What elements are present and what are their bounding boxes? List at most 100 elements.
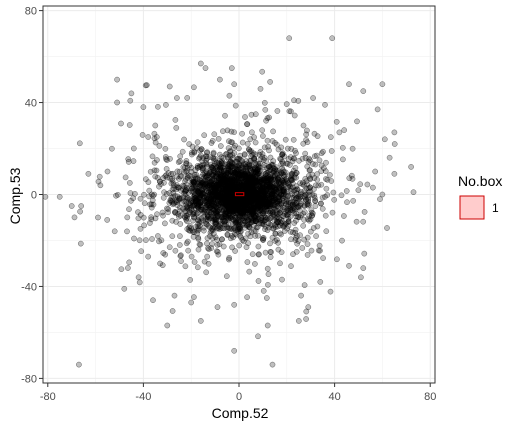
scatter-point <box>104 217 111 223</box>
scatter-point <box>267 154 274 161</box>
scatter-point <box>208 227 215 234</box>
scatter-point <box>211 187 218 194</box>
scatter-point <box>118 120 124 127</box>
scatter-point <box>340 156 346 163</box>
scatter-point <box>145 134 152 140</box>
scatter-point <box>248 111 255 118</box>
scatter-point <box>295 203 301 210</box>
scatter-point <box>141 200 148 207</box>
scatter-point <box>290 251 296 258</box>
scatter-point <box>188 299 195 306</box>
scatter-point <box>333 118 340 125</box>
scatter-point <box>183 158 190 164</box>
scatter-point <box>304 234 311 241</box>
scatter-point <box>96 173 103 180</box>
scatter-point <box>313 233 319 239</box>
scatter-point <box>260 133 266 139</box>
scatter-point <box>226 255 233 261</box>
scatter-point <box>291 97 297 104</box>
scatter-point <box>195 236 202 242</box>
scatter-point <box>179 148 186 155</box>
scatter-point <box>234 156 240 162</box>
scatter-point <box>298 212 304 219</box>
scatter-point <box>211 131 218 138</box>
scatter-point <box>379 81 386 88</box>
scatter-point <box>264 265 271 272</box>
scatter-point <box>202 65 209 71</box>
scatter-point <box>219 236 225 243</box>
scatter-point <box>329 35 336 42</box>
scatter-point <box>291 112 298 119</box>
scatter-point <box>255 251 262 258</box>
scatter-point <box>142 176 149 183</box>
scatter-point <box>287 175 294 182</box>
scatter-point <box>288 171 295 177</box>
scatter-point <box>197 318 204 324</box>
scatter-point <box>268 249 274 255</box>
scatter-point <box>285 218 292 225</box>
scatter-point <box>299 245 306 251</box>
scatter-point <box>247 207 253 214</box>
scatter-point <box>279 158 286 165</box>
scatter-point <box>302 175 309 182</box>
scatter-point <box>231 81 238 88</box>
scatter-point <box>322 212 329 219</box>
scatter-point <box>214 242 221 248</box>
scatter-point <box>228 65 235 71</box>
scatter-point <box>269 138 276 144</box>
scatter-point <box>198 146 205 152</box>
scatter-point <box>118 266 125 273</box>
scatter-point <box>273 141 280 148</box>
scatter-point <box>360 218 367 225</box>
scatter-point <box>169 199 176 206</box>
scatter-point <box>296 157 302 164</box>
x-tick-label: 80 <box>424 391 436 403</box>
scatter-point <box>254 198 261 205</box>
scatter-point <box>160 194 167 201</box>
scatter-point <box>327 288 334 295</box>
scatter-point <box>211 193 217 200</box>
scatter-point <box>245 146 252 153</box>
scatter-point <box>279 276 285 283</box>
scatter-point <box>244 140 251 147</box>
scatter-point <box>261 192 267 199</box>
scatter-point <box>109 145 115 152</box>
scatter-point <box>210 178 217 184</box>
scatter-point <box>330 189 337 196</box>
scatter-point <box>360 88 367 94</box>
scatter-point <box>191 294 197 300</box>
scatter-point <box>163 156 169 162</box>
scatter-point <box>85 170 92 177</box>
scatter-point <box>316 242 323 249</box>
scatter-point <box>126 122 133 128</box>
data-points <box>42 35 417 368</box>
scatter-point <box>168 180 175 187</box>
scatter-point <box>314 133 321 140</box>
scatter-point <box>177 233 183 239</box>
scatter-point <box>339 237 345 244</box>
scatter-point <box>288 236 294 243</box>
scatter-point <box>261 99 268 106</box>
scatter-point <box>341 213 347 219</box>
scatter-point <box>156 183 162 190</box>
scatter-point <box>260 288 267 294</box>
scatter-point <box>232 102 239 109</box>
scatter-point <box>310 225 317 231</box>
scatter-point <box>78 203 85 209</box>
scatter-point <box>370 184 376 191</box>
scatter-point <box>391 170 398 177</box>
scatter-point <box>165 209 171 216</box>
scatter-point <box>148 214 155 221</box>
scatter-point <box>252 214 259 221</box>
scatter-point <box>184 215 190 221</box>
scatter-point <box>194 165 201 171</box>
scatter-point <box>204 240 210 247</box>
scatter-point <box>293 170 300 176</box>
scatter-point <box>338 192 345 199</box>
scatter-point <box>292 165 299 171</box>
scatter-point <box>192 224 199 230</box>
scatter-point <box>305 304 312 310</box>
scatter-point <box>381 136 388 143</box>
scatter-point <box>162 220 168 227</box>
scatter-point <box>238 234 244 241</box>
